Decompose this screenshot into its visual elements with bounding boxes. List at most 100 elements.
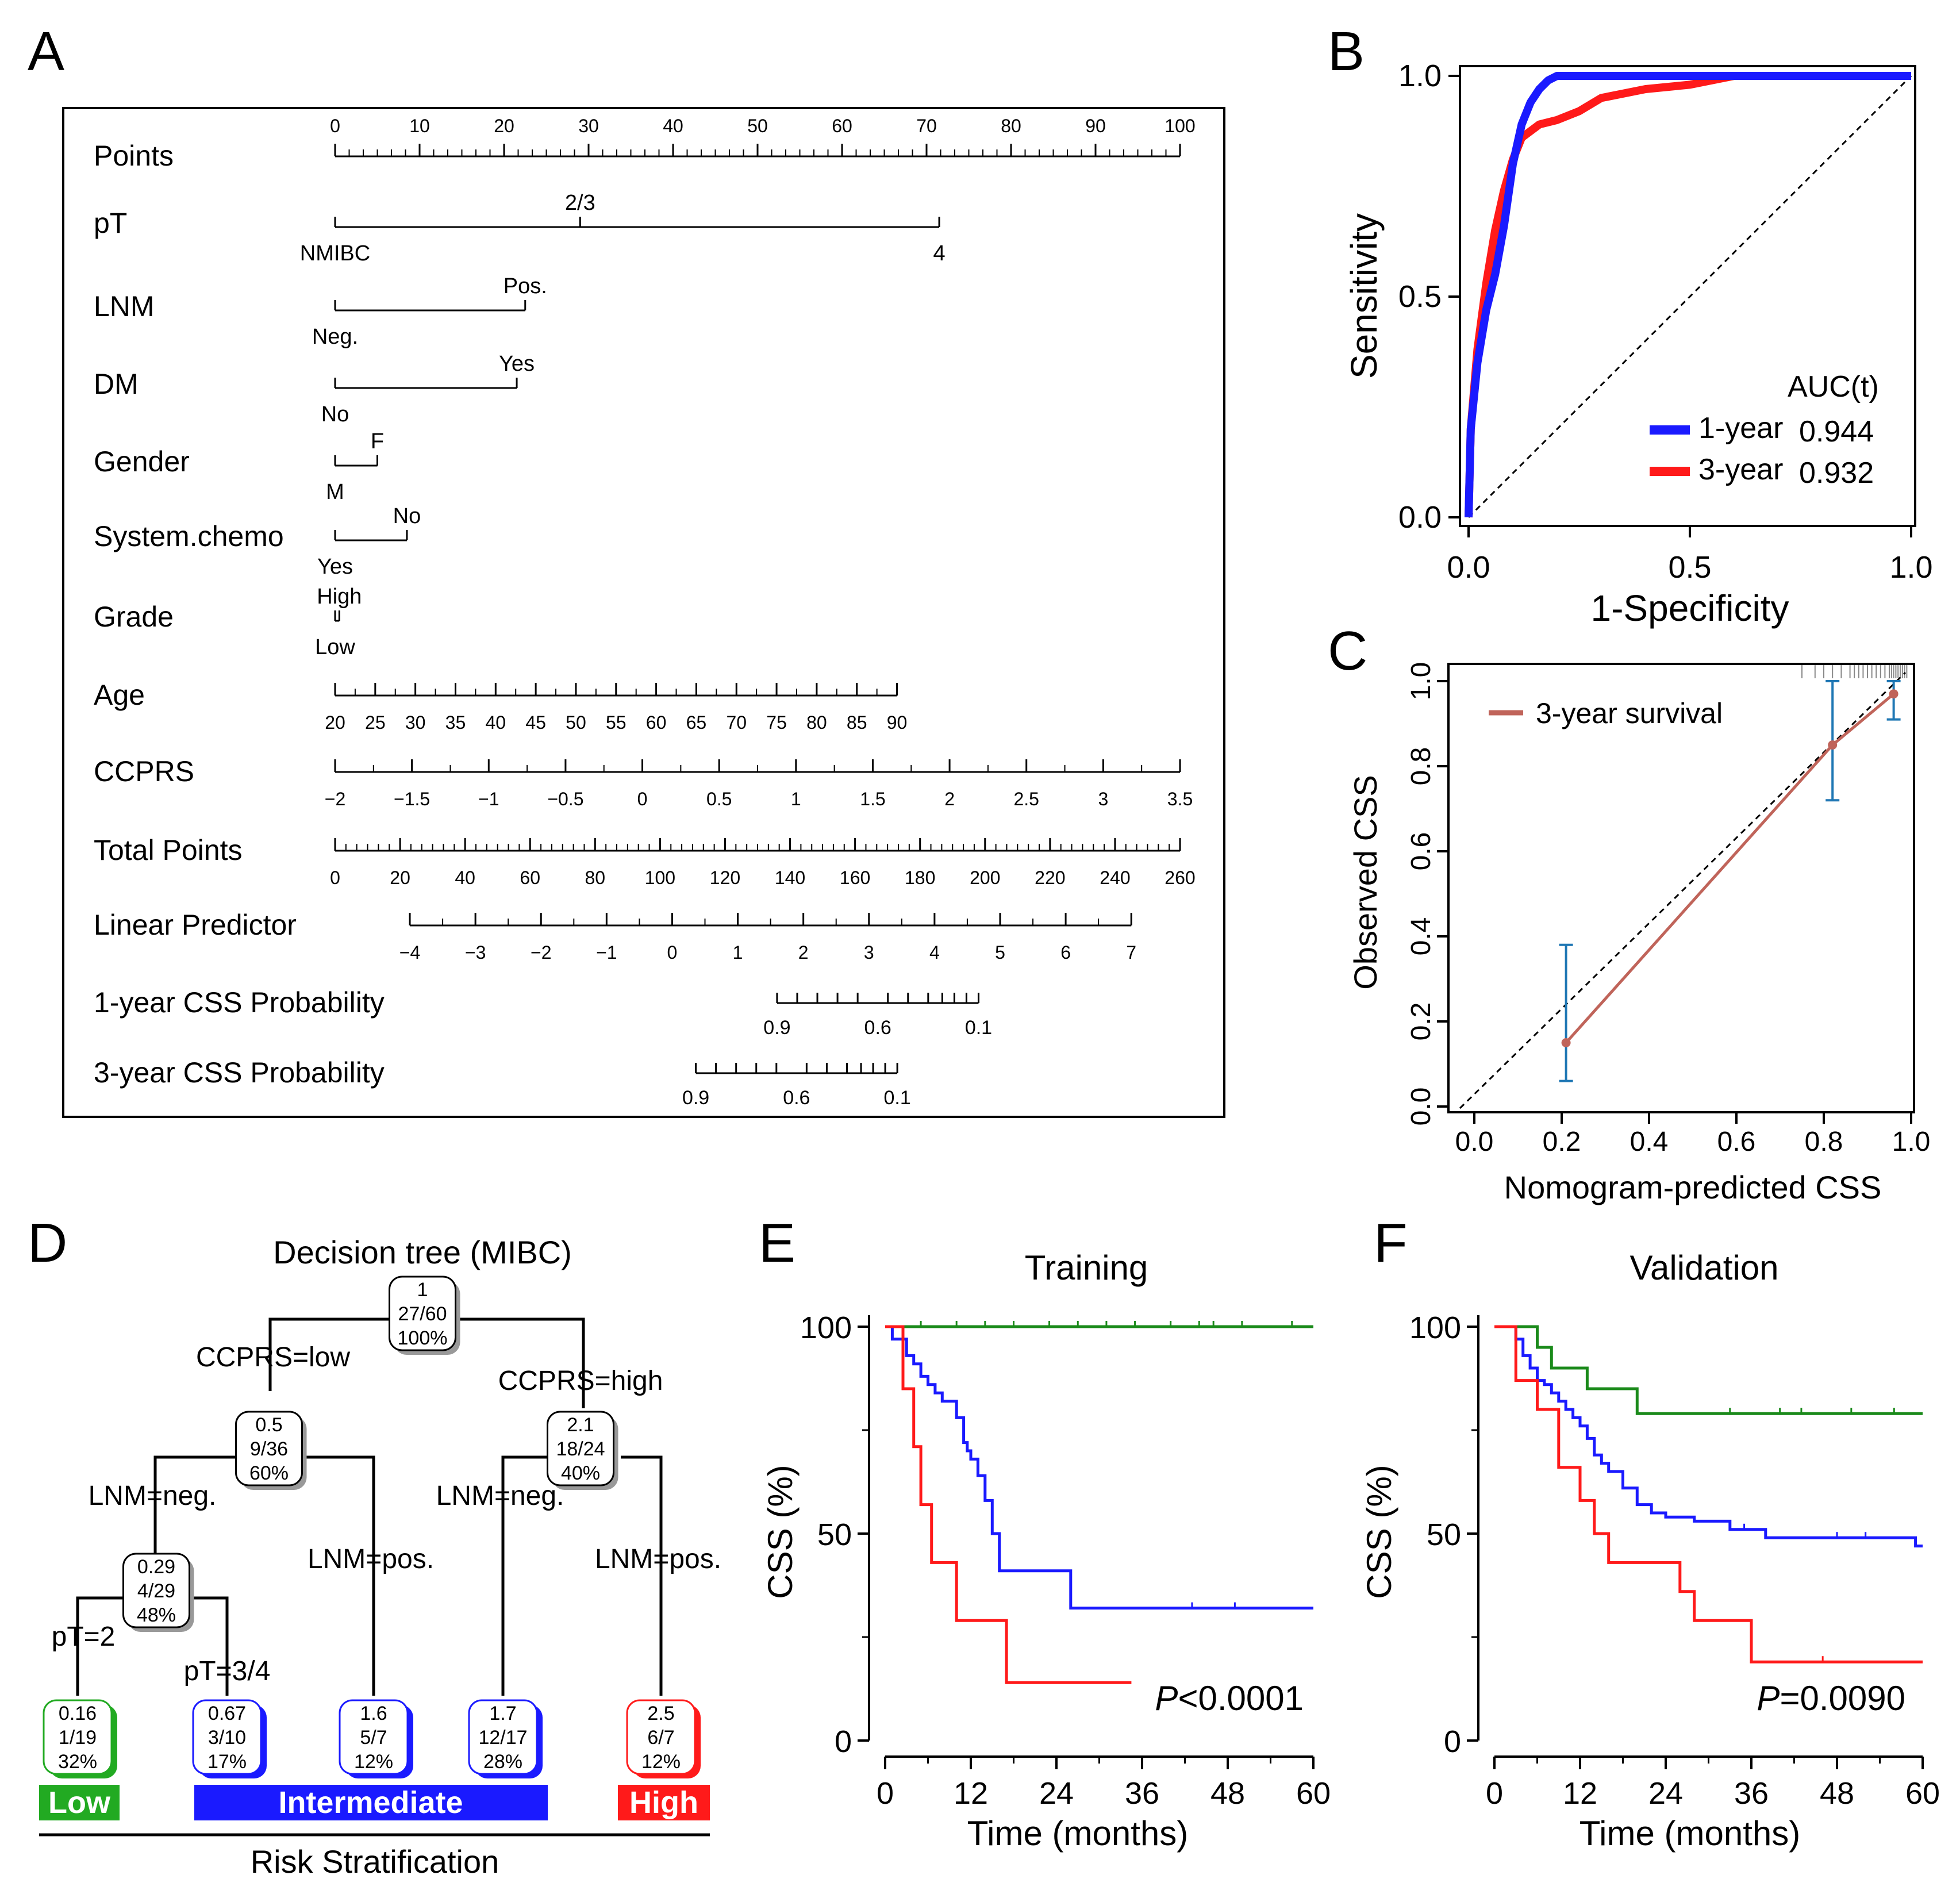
km-training-curve-intermediate [885, 1325, 1313, 1610]
nomogram-tick-label: 0.9 [763, 1017, 790, 1039]
tree-leaf-text: 17% [207, 1751, 247, 1773]
nomogram-frame [62, 107, 1225, 1118]
roc-x-tick-label: 0.0 [1447, 550, 1490, 585]
nomogram-tick-label: −2 [531, 942, 551, 963]
tree-leaf-text: 28% [483, 1751, 522, 1773]
roc-legend-label-3year: 3-year [1698, 453, 1783, 486]
tree-leaf-text: 1.6 [360, 1703, 387, 1724]
split-lnm-pos-right: LNM=pos. [595, 1544, 721, 1574]
nomogram-tick-label: 20 [390, 867, 410, 888]
km-validation-pvalue: P=0.0090 [1757, 1679, 1905, 1718]
calibration-plot-frame [1447, 663, 1915, 1113]
roc-legend-title: AUC(t) [1788, 370, 1879, 404]
tree-node-text: 40% [561, 1462, 600, 1484]
calibration-y-label: Observed CSS [1347, 775, 1383, 990]
split-lnm-neg-left: LNM=neg. [89, 1481, 217, 1511]
calibration-point [1561, 1038, 1571, 1047]
risk-label-intermediate: Intermediate [278, 1785, 463, 1820]
km-validation-y-label: CSS (%) [1360, 1465, 1398, 1599]
tree-leaf-text: 12% [641, 1751, 681, 1773]
nomogram-factor-level: No [393, 504, 421, 528]
roc-diagonal [1467, 75, 1912, 518]
calibration-x-label: Nomogram-predicted CSS [1504, 1169, 1882, 1205]
nomogram-tick-label: −1.5 [394, 789, 430, 809]
roc-panel: 0.0 0.5 1.0 0.0 0.5 1.0 1-Specificity Sensiti… [1343, 59, 1933, 629]
nomogram-tick-label: −4 [399, 942, 420, 963]
roc-y-tick-label: 0.0 [1398, 500, 1442, 535]
nomogram-row-label-points: Points [94, 140, 174, 172]
km-validation-pvalue-value: =0.0090 [1780, 1679, 1905, 1718]
km-validation-x-tick-label: 12 [1563, 1776, 1597, 1811]
nomogram-row-label-3-year-css-probability: 3-year CSS Probability [94, 1057, 385, 1089]
nomogram-tick-label: 20 [325, 712, 345, 733]
risk-caption: Risk Stratification [251, 1843, 499, 1880]
nomogram-factor-level: Pos. [504, 274, 547, 298]
nomogram-tick-label: 0 [667, 942, 678, 963]
roc-legend-auc-1year: 0.944 [1799, 415, 1874, 448]
calibration-panel: 0.0 0.2 0.4 0.6 0.8 1.0 0.0 0.2 0.4 0.6 0.8 1.0 3-y… [1347, 662, 1930, 1205]
nomogram-row-label-grade: Grade [94, 601, 174, 633]
roc-x-label: 1-Specificity [1591, 587, 1789, 629]
nomogram-tick-label: 0.1 [965, 1017, 992, 1039]
tree-leaf [468, 1699, 538, 1775]
nomogram-tick-label: 0.6 [783, 1087, 810, 1109]
nomogram-tick-label: 0.1 [883, 1087, 910, 1109]
nomogram-factor-level: Low [315, 635, 355, 659]
tree-leaf-text: 0.67 [208, 1703, 246, 1724]
nomogram-tick-label: 5 [995, 942, 1005, 963]
nomogram-tick-label: 30 [405, 712, 426, 733]
nomogram-tick-label: 3 [1098, 789, 1108, 809]
nomogram-tick-label: 40 [486, 712, 506, 733]
split-pt2: pT=2 [52, 1622, 116, 1652]
nomogram-tick-label: 30 [578, 116, 599, 136]
tree-leaf [626, 1699, 696, 1775]
panel-letter-a: A [28, 21, 64, 82]
km-training-y-tick-label: 0 [835, 1724, 852, 1759]
nomogram-row-label-pt: pT [94, 207, 127, 239]
km-validation-x-tick-label: 36 [1734, 1776, 1769, 1811]
nomogram-row-label-lnm: LNM [94, 290, 155, 322]
tree-leaf-text: 12/17 [478, 1727, 527, 1749]
tree-leaf [43, 1699, 113, 1775]
nomogram-factor-level: Yes [499, 352, 535, 376]
calibration-x-tick-label: 0.2 [1543, 1127, 1581, 1157]
nomogram-tick-label: 160 [840, 867, 870, 888]
panel-letter-b: B [1328, 21, 1365, 82]
nomogram-row-label-dm: DM [94, 368, 139, 400]
split-ccprs-high: CCPRS=high [498, 1366, 663, 1396]
tree-node-text: 2.1 [567, 1414, 594, 1436]
tree-leaf-text: 1.7 [489, 1703, 516, 1724]
nomogram-tick-label: 0.9 [682, 1087, 709, 1109]
nomogram-tick-label: 45 [525, 712, 546, 733]
tree-node-text: 0.29 [137, 1556, 175, 1578]
km-validation-curve-low [1494, 1325, 1923, 1415]
nomogram-tick-label: 90 [887, 712, 908, 733]
nomogram-tick-label: 2 [944, 789, 955, 809]
km-training-panel: Training 0 50 100 0 12 24 36 48 60 Time (months)… [761, 1248, 1331, 1853]
calibration-x-tick-label: 0.8 [1805, 1127, 1843, 1157]
km-validation-panel: Validation 0 50 100 0 12 24 36 48 60 Time (month… [1360, 1248, 1940, 1853]
nomogram-tick-label: 140 [775, 867, 805, 888]
nomogram-tick-label: 35 [445, 712, 466, 733]
roc-legend-label-1year: 1-year [1698, 412, 1783, 445]
nomogram-factor-level: F [371, 429, 384, 454]
calibration-x-tick-label: 0.6 [1717, 1127, 1756, 1157]
nomogram-tick-label: −2 [325, 789, 345, 809]
nomogram-tick-label: 20 [494, 116, 514, 136]
calibration-line [1565, 693, 1895, 1044]
risk-bar-intermediate [194, 1785, 548, 1820]
tree-node-text: 100% [398, 1327, 448, 1349]
km-validation-curve-high [1494, 1325, 1923, 1664]
risk-bar-low [39, 1785, 120, 1820]
decision-tree-title: Decision tree (MIBC) [273, 1234, 572, 1270]
km-validation-x-label: Time (months) [1579, 1814, 1801, 1853]
km-training-y-label: CSS (%) [761, 1465, 800, 1599]
km-training-x-tick-label: 24 [1039, 1776, 1074, 1811]
nomogram-tick-label: 85 [847, 712, 867, 733]
nomogram-tick-label: 40 [663, 116, 683, 136]
nomogram-tick-label: 0 [637, 789, 648, 809]
nomogram-factor-level: No [321, 402, 349, 427]
nomogram-tick-label: 0 [330, 116, 340, 136]
nomogram-row-label-age: Age [94, 679, 145, 711]
risk-label-low: Low [48, 1785, 111, 1820]
